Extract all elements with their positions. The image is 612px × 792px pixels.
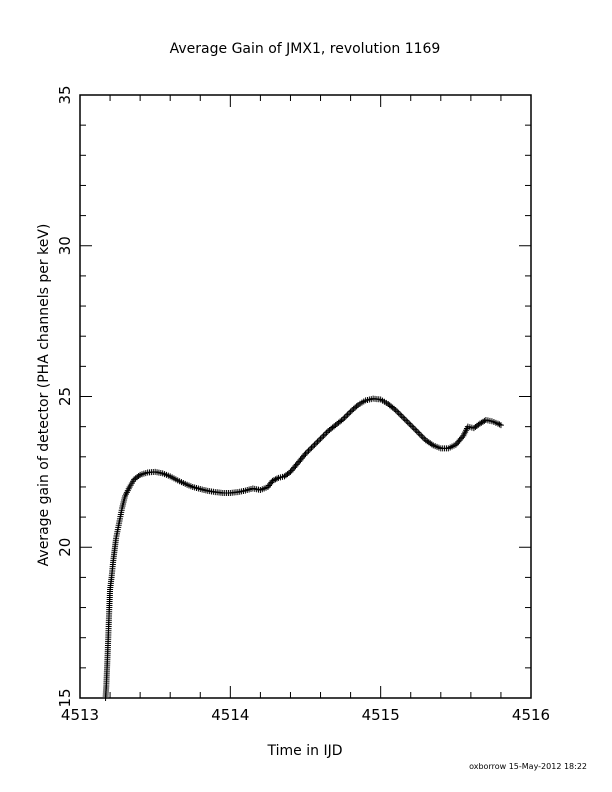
data-point (346, 410, 353, 417)
data-point (307, 446, 314, 453)
y-axis-label: Average gain of detector (PHA channels p… (36, 224, 52, 567)
data-point (418, 432, 425, 439)
y-tick-label: 30 (56, 236, 74, 255)
data-point (308, 444, 315, 451)
data-point (314, 438, 321, 445)
data-point (317, 435, 324, 442)
data-point (415, 429, 422, 436)
data-point (496, 421, 503, 428)
data-point (305, 447, 312, 454)
data-point (395, 410, 402, 417)
data-point (343, 413, 350, 420)
data-point (316, 437, 323, 444)
data-point (404, 419, 411, 426)
x-tick-label: 4514 (211, 706, 249, 724)
data-point (398, 413, 405, 420)
data-point (497, 422, 504, 429)
data-point (319, 434, 326, 441)
data-point (310, 443, 317, 450)
data-point (323, 429, 330, 436)
footer-stamp: oxborrow 15-May-2012 18:22 (469, 762, 587, 771)
y-tick-label: 15 (56, 688, 74, 707)
y-tick-label: 35 (56, 85, 74, 104)
data-point (416, 431, 423, 438)
x-tick-label: 4513 (61, 706, 99, 724)
data-point (397, 411, 404, 418)
data-point (394, 408, 401, 415)
data-point (419, 434, 426, 441)
y-tick-label: 25 (56, 387, 74, 406)
data-point (313, 440, 320, 447)
x-tick-label: 4516 (512, 706, 550, 724)
data-point (352, 404, 359, 411)
data-point (341, 414, 348, 421)
x-axis-label: Time in IJD (267, 743, 343, 759)
data-point (412, 426, 419, 433)
data-point (304, 449, 311, 456)
axis-tick-labels: 4513 4514 4515 4516 15 20 25 30 35 (56, 85, 550, 724)
data-point (322, 431, 329, 438)
data-point (350, 405, 357, 412)
data-point (401, 416, 408, 423)
axis-ticks (79, 94, 532, 699)
data-point (344, 411, 351, 418)
data-point (409, 423, 416, 430)
plot-frame (79, 94, 532, 699)
data-point (406, 420, 413, 427)
data-point (349, 407, 356, 414)
x-tick-label: 4515 (362, 706, 400, 724)
data-point (413, 428, 420, 435)
chart-title: Average Gain of JMX1, revolution 1169 (170, 41, 441, 57)
data-point (320, 432, 327, 439)
data-point (347, 408, 354, 415)
data-point (407, 422, 414, 429)
data-point (311, 441, 318, 448)
y-tick-label: 20 (56, 538, 74, 557)
data-points (102, 395, 504, 701)
data-point (410, 425, 417, 432)
data-point (400, 414, 407, 421)
data-point (403, 417, 410, 424)
